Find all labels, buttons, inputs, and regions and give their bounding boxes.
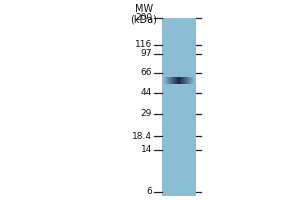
Bar [193,77,194,84]
Bar [170,77,171,84]
Bar [191,77,192,84]
Text: 18.4: 18.4 [132,132,152,141]
Bar [174,77,175,84]
Bar [188,77,189,84]
Text: 29: 29 [141,109,152,118]
Bar [172,77,173,84]
Text: 6: 6 [146,187,152,196]
Bar [173,77,174,84]
Text: 97: 97 [140,49,152,58]
Bar [195,77,196,84]
Bar [179,77,180,84]
Bar [185,77,186,84]
Bar [166,77,167,84]
Bar [192,77,193,84]
Bar [181,77,182,84]
Bar [182,77,183,84]
Bar [184,77,185,84]
Text: 14: 14 [141,145,152,154]
Text: MW
(kDa): MW (kDa) [130,4,158,25]
Bar [162,18,196,196]
Bar [180,77,181,84]
Text: 66: 66 [140,68,152,77]
Bar [194,77,195,84]
Bar [190,77,191,84]
Bar [169,77,170,84]
Bar [171,77,172,84]
Bar [165,77,166,84]
Bar [176,77,177,84]
Text: 116: 116 [135,40,152,49]
Text: 44: 44 [141,88,152,97]
Bar [162,77,163,84]
Bar [183,77,184,84]
Bar [167,77,168,84]
Bar [177,77,178,84]
Bar [178,77,179,84]
Bar [164,77,165,84]
Bar [163,77,164,84]
Bar [187,77,188,84]
Bar [168,77,169,84]
Bar [189,77,190,84]
Bar [175,77,176,84]
Text: 200: 200 [135,14,152,22]
Bar [186,77,187,84]
